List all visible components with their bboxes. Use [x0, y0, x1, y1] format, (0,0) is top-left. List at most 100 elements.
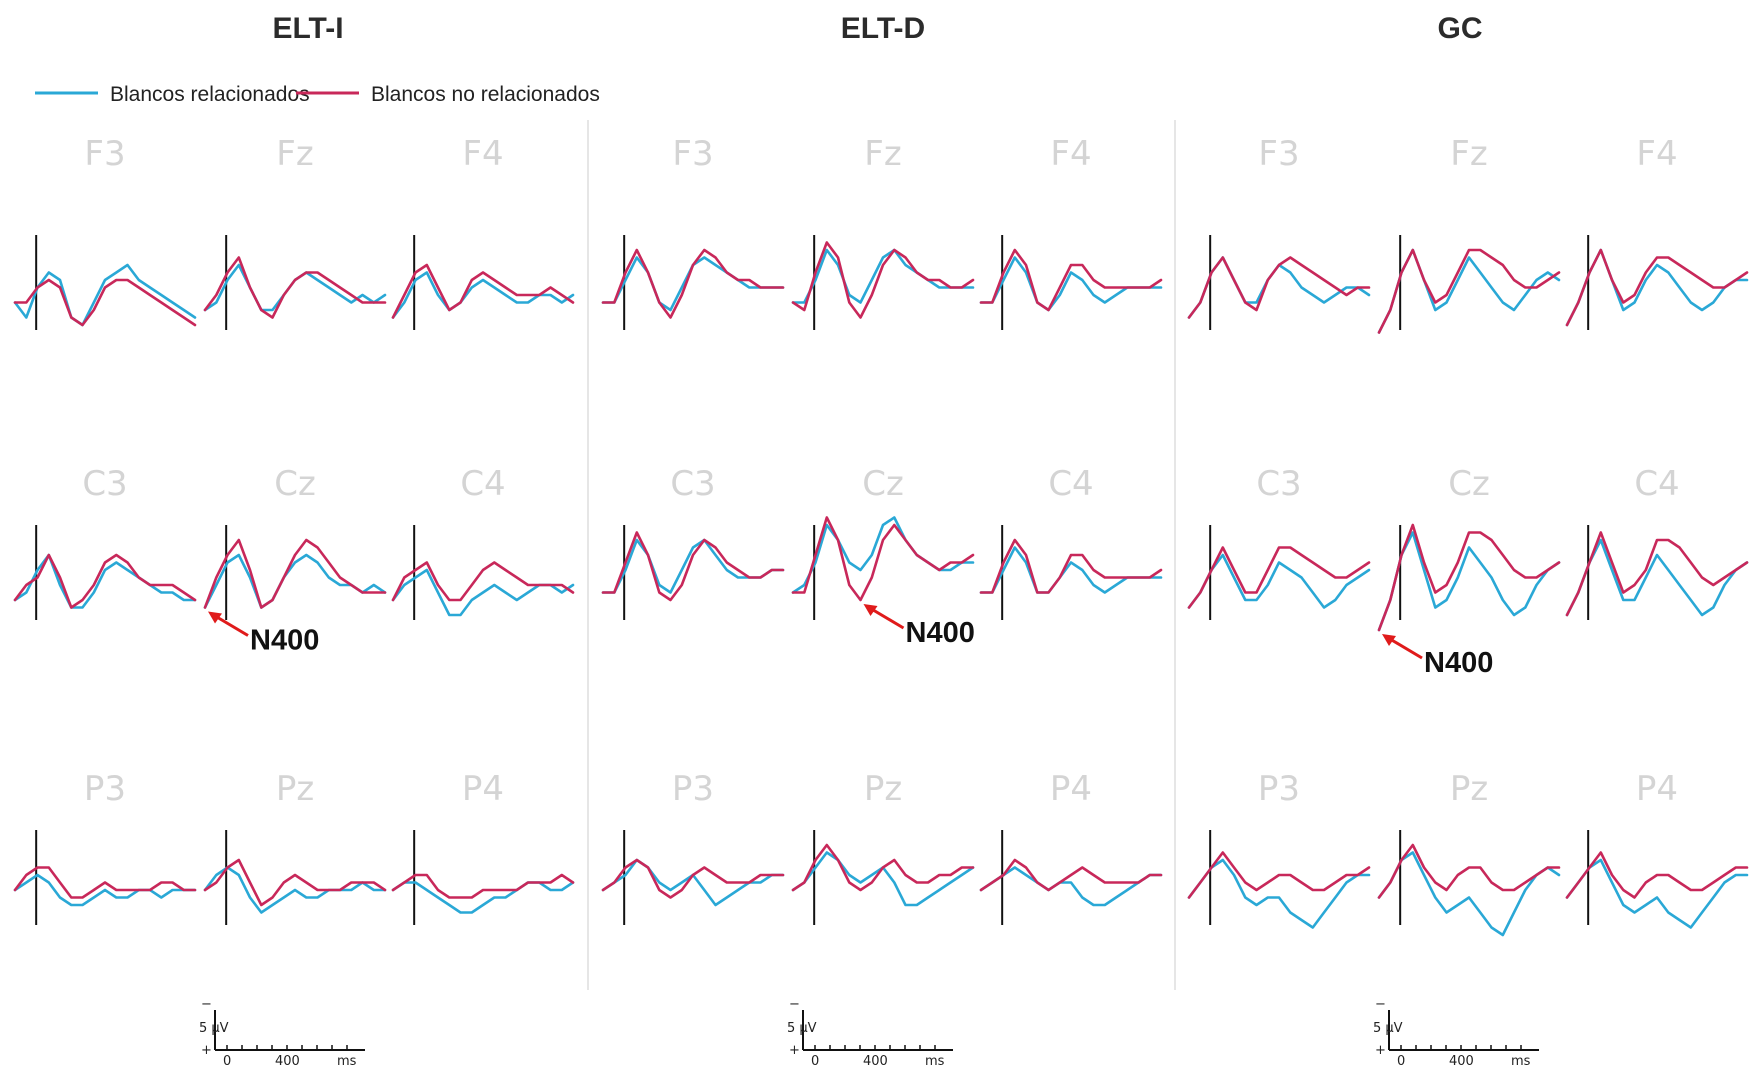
trace-related: [203, 263, 387, 312]
group-title-elt-d: ELT-D: [841, 12, 925, 45]
n400-annotation: N400: [863, 604, 975, 649]
trace-related: [1187, 858, 1371, 929]
electrode-label: C3: [1256, 464, 1301, 504]
erp-panel-fz: Fz: [791, 134, 975, 330]
trace-related: [203, 866, 387, 914]
scale-unit-label: ms: [1511, 1054, 1531, 1068]
electrode-label: Fz: [864, 134, 901, 174]
scale-amplitude-label: 5 µV: [787, 1021, 817, 1036]
electrode-label: Fz: [276, 134, 313, 174]
trace-related: [13, 873, 197, 907]
trace-unrelated: [979, 538, 1163, 594]
scale-bar: − 5 µV +0 400 ms: [787, 997, 953, 1068]
trace-unrelated: [1377, 523, 1561, 632]
trace-related: [1565, 538, 1749, 617]
erp-panel-p3: P3: [1187, 769, 1371, 929]
scale-plus: +: [789, 1043, 800, 1058]
scale-minus: −: [1375, 997, 1386, 1012]
trace-unrelated: [1377, 843, 1561, 899]
scale-plus: +: [1375, 1043, 1386, 1058]
electrode-label: P4: [1050, 769, 1092, 809]
trace-related: [791, 516, 975, 594]
trace-unrelated: [979, 248, 1163, 312]
erp-panels: F3 Fz F4 C3 Cz C4 P3 Pz P4 F3 Fz F4 C3 Cz C4 P3 Pz P4 F3 Fz…: [13, 134, 1749, 937]
trace-unrelated: [391, 561, 575, 602]
trace-unrelated: [13, 278, 197, 327]
group-titles: ELT-I ELT-D GC: [272, 12, 1482, 45]
erp-panel-pz: Pz: [1377, 769, 1561, 937]
n400-annotations: N400 N400 N400: [208, 604, 1493, 679]
scale-bar: − 5 µV +0 400 ms: [1373, 997, 1539, 1068]
trace-unrelated: [1187, 256, 1371, 319]
scale-tick-label: 0: [223, 1054, 231, 1068]
n400-label: N400: [1424, 647, 1493, 679]
erp-panel-f4: F4: [391, 134, 575, 330]
trace-unrelated: [791, 516, 975, 602]
electrode-label: Fz: [1450, 134, 1487, 174]
n400-annotation: N400: [208, 611, 319, 657]
legend: Blancos relacionados Blancos no relacion…: [35, 83, 600, 106]
n400-arrow-shaft: [870, 607, 905, 630]
electrode-label: F3: [1258, 134, 1299, 174]
electrode-label: F3: [84, 134, 125, 174]
trace-unrelated: [13, 866, 197, 899]
scale-unit-label: ms: [337, 1054, 357, 1068]
erp-panel-p3: P3: [13, 769, 197, 925]
trace-related: [391, 568, 575, 617]
trace-unrelated: [391, 873, 575, 899]
erp-panel-f3: F3: [13, 134, 197, 330]
electrode-label: P3: [84, 769, 126, 809]
electrode-label: P3: [672, 769, 714, 809]
erp-panel-f3: F3: [601, 134, 785, 330]
n400-label: N400: [906, 617, 975, 649]
electrode-label: P3: [1258, 769, 1300, 809]
n400-arrow-head: [863, 604, 878, 616]
scale-tick-label: 400: [863, 1054, 888, 1068]
erp-panel-p4: P4: [1565, 769, 1749, 929]
scale-plus: +: [201, 1043, 212, 1058]
trace-unrelated: [203, 256, 387, 319]
trace-unrelated: [1187, 851, 1371, 899]
scale-tick-label: 0: [811, 1054, 819, 1068]
electrode-label: Pz: [1450, 769, 1488, 809]
n400-annotation: N400: [1382, 634, 1493, 679]
legend-unrelated-label: Blancos no relacionados: [371, 83, 600, 106]
trace-unrelated: [601, 248, 785, 319]
scale-bars: − 5 µV +0 400 ms − 5 µV +0 400 ms − 5 µV +0 400 ms: [199, 997, 1539, 1068]
trace-unrelated: [391, 263, 575, 319]
erp-panel-p3: P3: [601, 769, 785, 925]
erp-panel-c4: C4: [979, 464, 1163, 620]
electrode-label: Cz: [862, 464, 904, 504]
erp-panel-c3: C3: [1187, 464, 1371, 620]
erp-panel-c3: C3: [13, 464, 197, 620]
electrode-label: C3: [670, 464, 715, 504]
trace-unrelated: [1187, 546, 1371, 609]
trace-unrelated: [1565, 851, 1749, 899]
erp-panel-fz: Fz: [203, 134, 387, 330]
n400-arrow-head: [208, 611, 222, 624]
trace-unrelated: [791, 843, 975, 892]
group-title-gc: GC: [1438, 12, 1483, 45]
electrode-label: C4: [1634, 464, 1679, 504]
trace-unrelated: [203, 538, 387, 609]
trace-related: [391, 881, 575, 914]
n400-label: N400: [250, 625, 319, 657]
trace-unrelated: [1565, 248, 1749, 327]
erp-panel-c4: C4: [1565, 464, 1749, 620]
electrode-label: Cz: [274, 464, 316, 504]
trace-related: [203, 553, 387, 609]
trace-related: [979, 866, 1163, 907]
n400-arrow-shaft: [1389, 637, 1423, 660]
scale-tick-label: 400: [1449, 1054, 1474, 1068]
erp-panel-c3: C3: [601, 464, 785, 620]
scale-tick-label: 400: [275, 1054, 300, 1068]
electrode-label: F4: [1636, 134, 1677, 174]
trace-related: [391, 271, 575, 319]
trace-unrelated: [979, 858, 1163, 892]
trace-related: [13, 263, 197, 327]
electrode-label: Cz: [1448, 464, 1490, 504]
erp-panel-c4: C4: [391, 464, 575, 620]
trace-related: [791, 851, 975, 907]
n400-arrow-shaft: [215, 615, 249, 637]
trace-related: [1565, 858, 1749, 929]
